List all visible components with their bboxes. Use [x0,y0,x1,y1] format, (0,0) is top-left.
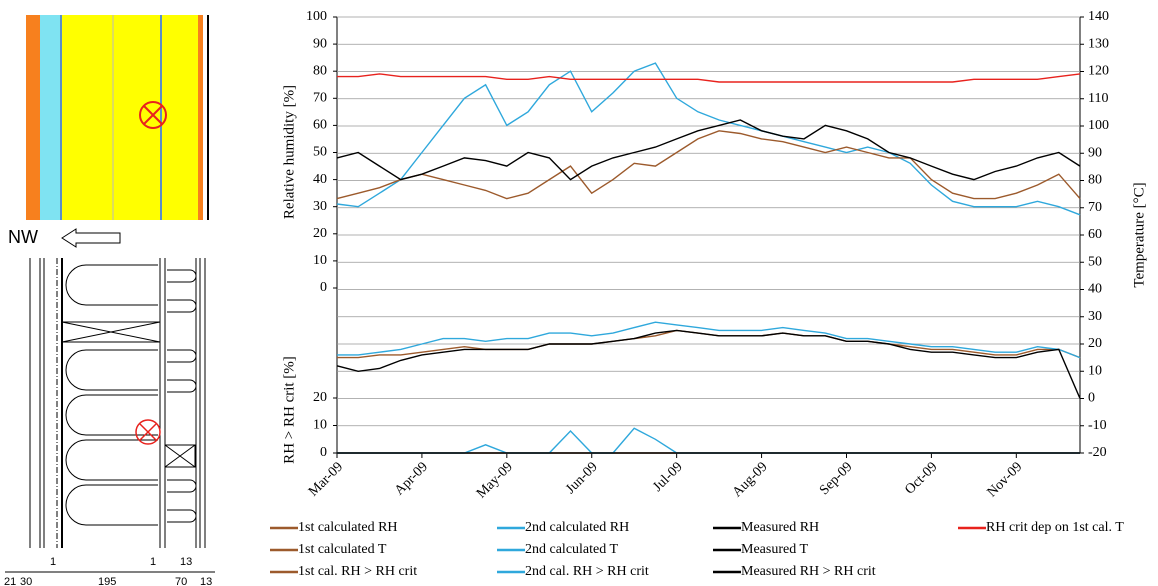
dimension-label: 70 [175,576,187,586]
y-tick-label: 40 [313,172,327,187]
y2-tick-label: 110 [1088,91,1108,106]
y2-tick-label: 60 [1088,227,1102,242]
legend-label: RH crit dep on 1st cal. T [986,520,1124,535]
dimension-label: 21 [4,576,16,586]
dimension-label: 1 [150,556,156,568]
x-tick-label: Sep-09 [817,459,856,498]
legend-label: 2nd calculated T [525,542,618,557]
y-tick-label: 10 [313,418,327,433]
y2-tick-label: 0 [1088,391,1095,406]
x-tick-label: Jun-09 [563,459,601,497]
y2-tick-label: 50 [1088,254,1102,269]
y2-axis-title: Temperature [°C] [1131,182,1147,287]
dimension-label: 13 [200,576,212,586]
layer [60,15,198,220]
y2-tick-label: 100 [1088,118,1109,133]
legend-label: Measured RH [741,520,819,535]
series-line [337,427,1080,454]
y2-tick-label: -10 [1088,418,1107,433]
x-tick-label: Jul-09 [650,459,685,494]
x-tick-label: Aug-09 [730,459,771,500]
y-tick-label: 20 [313,390,327,405]
x-tick-label: Oct-09 [902,459,940,497]
legend-label: Measured RH > RH crit [741,564,876,579]
series-line [336,119,1081,181]
series-line [336,130,1081,200]
y-tick-label: 30 [313,199,327,214]
wall-diagram: NW 1 1 13 21 30 195 70 13 [4,15,215,586]
orientation-label: NW [8,227,38,247]
series-line [337,321,1081,359]
y2-tick-label: 120 [1088,64,1109,79]
y-axis-title: RH > RH crit [%] [281,356,297,464]
sensor-marker [135,419,161,445]
y-tick-label: 0 [320,445,327,460]
layer [198,15,203,220]
x-tick-label: Mar-09 [306,459,346,499]
orientation-arrow [61,228,121,248]
x-tick-label: Nov-09 [985,459,1026,500]
y2-tick-label: 40 [1088,282,1102,297]
y2-tick-label: 80 [1088,173,1102,188]
dimension-label: 195 [98,576,116,586]
layer [26,15,40,220]
x-tick-label: May-09 [474,459,516,501]
y-tick-label: 100 [306,9,327,24]
legend-label: Measured T [741,542,808,557]
y-tick-label: 90 [313,36,327,51]
y2-tick-label: 10 [1088,363,1102,378]
legend-label: 1st cal. RH > RH crit [298,564,417,579]
y-tick-label: 0 [320,280,327,295]
y2-tick-label: 130 [1088,36,1109,51]
layer [40,15,60,220]
series-line [336,62,1081,216]
y2-tick-label: -20 [1088,445,1107,460]
dimension-label: 30 [20,576,32,586]
legend-label: 1st calculated T [298,542,387,557]
y-tick-label: 10 [313,253,327,268]
y-tick-label: 70 [313,91,327,106]
y-tick-label: 80 [313,63,327,78]
y-axis-title: Relative humidity [%] [281,85,297,219]
x-tick-label: Apr-09 [392,459,431,498]
y2-tick-label: 140 [1088,9,1109,24]
sensor-marker [139,101,167,129]
y2-tick-label: 30 [1088,309,1102,324]
legend-label: 1st calculated RH [298,520,398,535]
legend-label: 2nd cal. RH > RH crit [525,564,649,579]
y-tick-label: 60 [313,118,327,133]
legend-label: 2nd calculated RH [525,520,629,535]
y-tick-label: 20 [313,226,327,241]
y2-tick-label: 90 [1088,145,1102,160]
series-line [337,73,1081,83]
section-drawing [5,258,215,573]
y-tick-label: 50 [313,145,327,160]
y2-tick-label: 20 [1088,336,1102,351]
dimension-label: 13 [180,556,192,568]
series-line [336,329,1081,399]
dimension-label: 1 [50,556,56,568]
y2-tick-label: 70 [1088,200,1102,215]
